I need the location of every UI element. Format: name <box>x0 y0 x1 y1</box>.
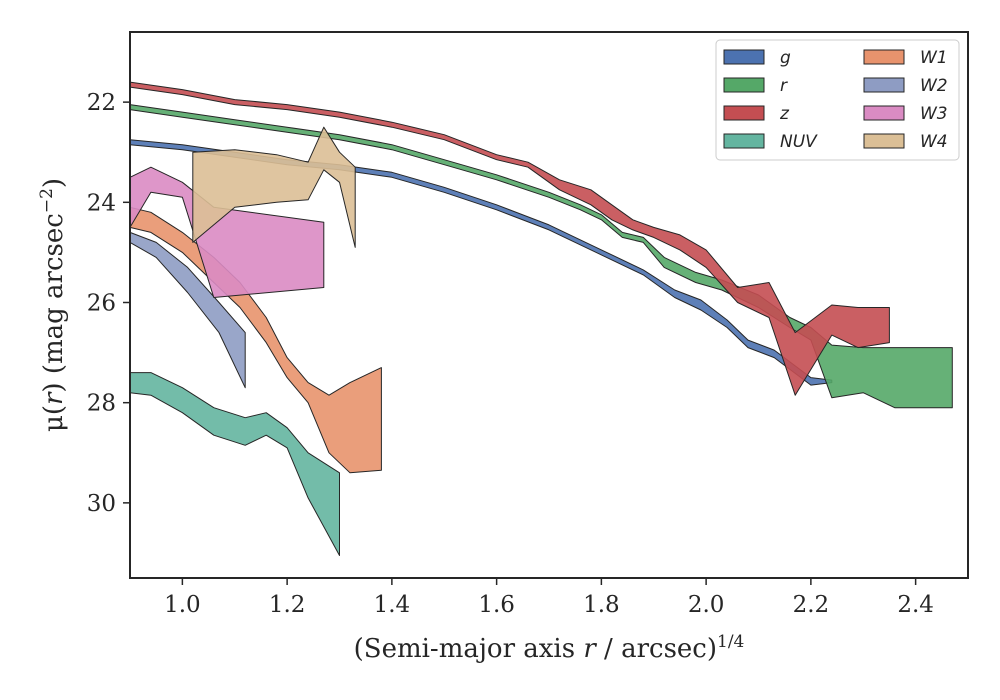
legend-swatch-w4 <box>863 133 905 149</box>
legend-label-w2: W2 <box>920 76 948 96</box>
y-axis: 22 24 26 28 30 <box>87 90 130 517</box>
y-tick-label: 26 <box>87 290 116 316</box>
legend-label-nuv: NUV <box>780 132 818 152</box>
x-tick-label: 1.0 <box>164 592 201 618</box>
x-tick-label: 1.4 <box>374 592 411 618</box>
legend-label-z: z <box>779 104 790 124</box>
band-r <box>129 104 953 409</box>
legend-swatch-w3 <box>863 105 905 121</box>
band-w2 <box>129 231 246 389</box>
y-tick-label: 28 <box>87 391 116 417</box>
y-tick-label: 30 <box>87 491 116 517</box>
legend-label-g: g <box>780 48 791 68</box>
y-tick-label: 24 <box>87 190 116 216</box>
legend-swatch-g <box>723 49 765 65</box>
x-tick-label: 2.2 <box>793 592 830 618</box>
x-axis-label: (Semi-major axis r / arcsec)1/4 <box>354 632 745 664</box>
x-tick-label: 1.8 <box>583 592 620 618</box>
band-nuv <box>129 372 340 556</box>
x-tick-label: 1.2 <box>269 592 306 618</box>
legend-label-w3: W3 <box>920 104 948 124</box>
x-tick-label: 2.4 <box>897 592 934 618</box>
plot-frame <box>129 31 969 579</box>
legend-swatch-r <box>723 77 765 93</box>
legend: grz NUV W1 W2 W3 W4 <box>715 39 960 161</box>
x-axis: 1.0 1.2 1.4 1.6 1.8 2.0 2.2 2.4 <box>164 578 934 618</box>
band-w3 <box>129 166 325 298</box>
legend-swatch-w2 <box>863 77 905 93</box>
x-tick-label: 1.6 <box>478 592 515 618</box>
band-z <box>129 81 890 396</box>
legend-swatch-w1 <box>863 49 905 65</box>
legend-label-w4: W4 <box>920 132 948 152</box>
y-tick-label: 22 <box>87 90 116 116</box>
legend-swatch-nuv <box>723 133 765 149</box>
legend-label-r: r <box>780 76 788 96</box>
y-axis-label: μ(r) (mag arcsec−2) <box>37 178 69 432</box>
series-bands <box>129 81 953 556</box>
legend-label-w1: W1 <box>920 48 948 68</box>
band-w4 <box>192 126 356 248</box>
x-tick-label: 2.0 <box>688 592 725 618</box>
legend-box <box>715 39 960 161</box>
legend-swatch-z <box>723 105 765 121</box>
